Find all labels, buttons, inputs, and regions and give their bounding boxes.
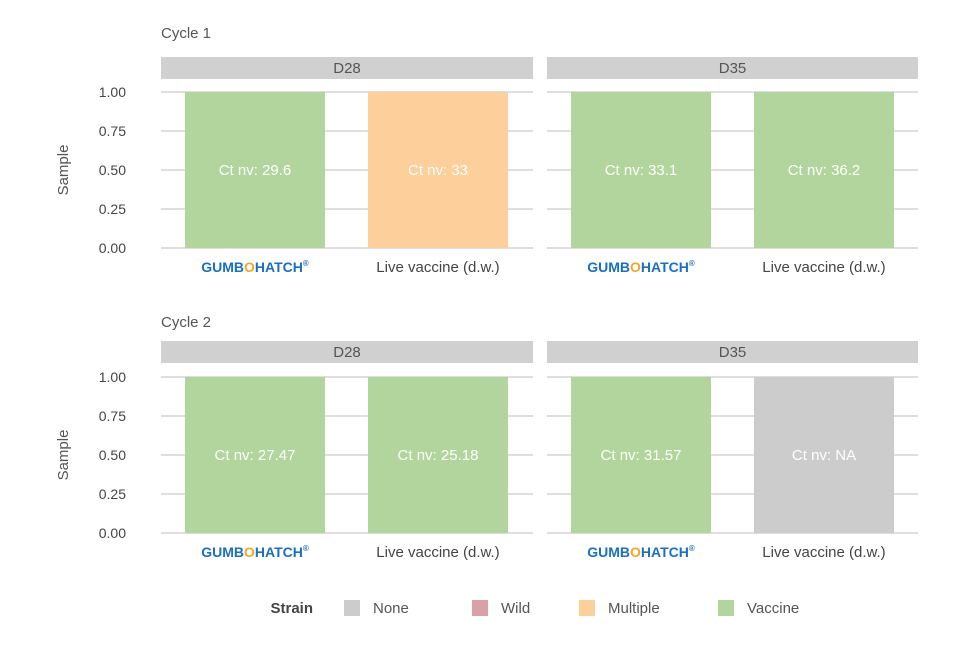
legend-label: None <box>373 600 409 617</box>
bar-data-label: Ct nv: NA <box>792 447 856 464</box>
bar-data-label: Ct nv: 29.6 <box>219 162 292 179</box>
bar <box>368 377 508 533</box>
legend-item-vaccine: Vaccine <box>718 600 799 617</box>
y-tick-label: 0.00 <box>99 240 126 256</box>
bar <box>368 92 508 248</box>
facet-strip-label: D35 <box>719 60 747 77</box>
y-tick-label: 1.00 <box>99 369 126 385</box>
gumbohatch-logo-text: GUMBOHATCH® <box>201 259 309 275</box>
category-logo-gumbohatch: GUMBOHATCH® <box>587 259 695 275</box>
x-tick-label: Live vaccine (d.w.) <box>762 544 885 561</box>
legend-item-wild: Wild <box>472 600 530 617</box>
facet-strip-label: D35 <box>719 344 747 361</box>
facet-strip <box>161 341 533 363</box>
bar-data-label: Ct nv: 31.57 <box>601 447 682 464</box>
legend-label: Wild <box>501 600 530 617</box>
panel-title: Cycle 2 <box>161 314 211 331</box>
y-tick-label: 0.50 <box>99 447 126 463</box>
bar <box>754 92 894 248</box>
facet-strip-label: D28 <box>333 344 361 361</box>
gumbohatch-logo-text: GUMBOHATCH® <box>587 259 695 275</box>
gumbohatch-logo-text: GUMBOHATCH® <box>587 544 695 560</box>
gumbohatch-logo-text: GUMBOHATCH® <box>201 544 309 560</box>
panel-title: Cycle 1 <box>161 25 211 42</box>
legend-item-multiple: Multiple <box>579 600 660 617</box>
facet-d28: D28 Ct nv: 27.47 GUMBOHATCH® Ct nv: 25.18 Li… <box>161 341 533 561</box>
x-tick-label: Live vaccine (d.w.) <box>376 259 499 276</box>
legend-swatch <box>344 600 360 616</box>
facet-d35: D35 Ct nv: 33.1 GUMBOHATCH® Ct nv: 36.2 Live… <box>547 57 918 276</box>
y-axis-label: Sample <box>55 145 72 196</box>
y-tick-label: 1.00 <box>99 84 126 100</box>
bar <box>754 377 894 533</box>
facet-strip <box>547 57 918 79</box>
y-tick-label: 0.25 <box>99 201 126 217</box>
bar-data-label: Ct nv: 33 <box>408 162 468 179</box>
y-tick-label: 0.00 <box>99 525 126 541</box>
legend-swatch <box>579 600 595 616</box>
panel-cycle-1: Cycle 1 Sample 1.00 0.75 0.50 0.25 0.00 D28 Ct n… <box>55 25 918 276</box>
y-axis-label: Sample <box>55 430 72 481</box>
y-tick-label: 0.75 <box>99 408 126 424</box>
legend-swatch <box>472 600 488 616</box>
legend-label: Multiple <box>608 600 660 617</box>
facet-strip <box>161 57 533 79</box>
bar-data-label: Ct nv: 25.18 <box>398 447 479 464</box>
facet-d35: D35 Ct nv: 31.57 GUMBOHATCH® Ct nv: NA Live … <box>547 341 918 561</box>
x-tick-label: Live vaccine (d.w.) <box>376 544 499 561</box>
y-tick-label: 0.75 <box>99 123 126 139</box>
legend-label: Vaccine <box>747 600 799 617</box>
facet-strip <box>547 341 918 363</box>
facet-d28: D28 Ct nv: 29.6 GUMBOHATCH® Ct nv: 33 Live v… <box>161 57 533 276</box>
legend: Strain None Wild Multiple Vaccine <box>270 600 799 617</box>
legend-swatch <box>718 600 734 616</box>
legend-title: Strain <box>270 600 313 617</box>
category-logo-gumbohatch: GUMBOHATCH® <box>587 544 695 560</box>
bar <box>571 377 711 533</box>
bar-data-label: Ct nv: 36.2 <box>788 162 861 179</box>
facet-strip-label: D28 <box>333 60 361 77</box>
category-logo-gumbohatch: GUMBOHATCH® <box>201 544 309 560</box>
panel-cycle-2: Cycle 2 Sample 1.00 0.75 0.50 0.25 0.00 D28 Ct n… <box>55 314 918 561</box>
bar <box>571 92 711 248</box>
legend-item-none: None <box>344 600 409 617</box>
y-tick-label: 0.25 <box>99 486 126 502</box>
bar-data-label: Ct nv: 27.47 <box>215 447 296 464</box>
bar <box>185 377 325 533</box>
bar <box>185 92 325 248</box>
x-tick-label: Live vaccine (d.w.) <box>762 259 885 276</box>
y-tick-label: 0.50 <box>99 162 126 178</box>
bar-data-label: Ct nv: 33.1 <box>605 162 678 179</box>
category-logo-gumbohatch: GUMBOHATCH® <box>201 259 309 275</box>
